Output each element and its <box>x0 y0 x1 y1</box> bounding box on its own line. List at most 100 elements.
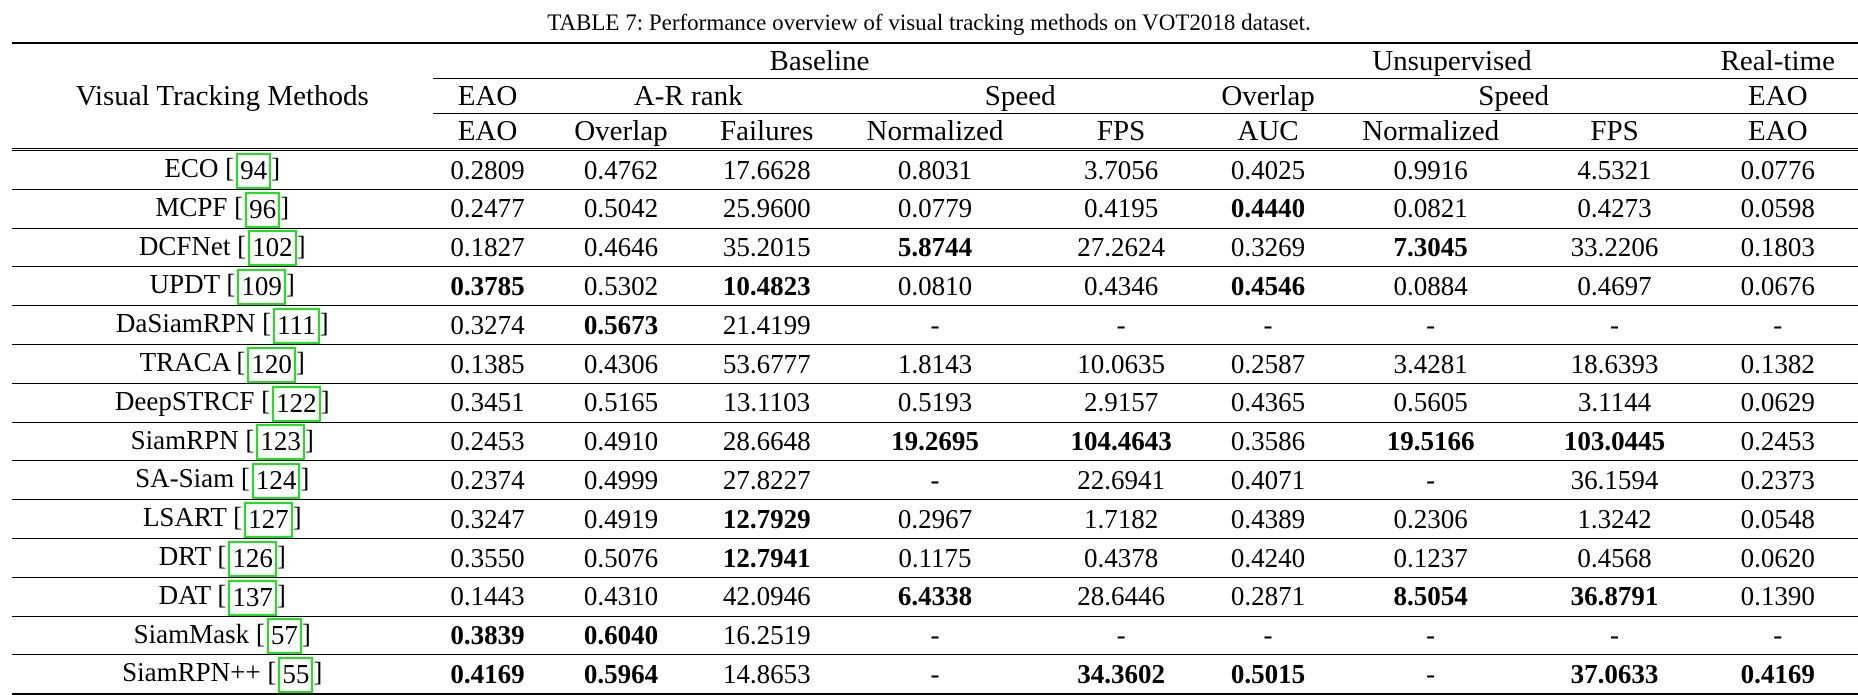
value-cell: 0.3274 <box>432 305 543 345</box>
value-cell: 25.9600 <box>699 189 835 229</box>
citation-link[interactable]: 102 <box>248 230 297 267</box>
method-cell: DCFNet [102] <box>12 228 433 268</box>
citation-link[interactable]: 126 <box>228 540 277 577</box>
citation-link[interactable]: 109 <box>237 269 286 306</box>
value-cell: 12.7929 <box>699 499 835 539</box>
subgroup-eao: EAO <box>432 78 543 114</box>
value-cell: 0.4919 <box>542 499 700 539</box>
value-cell: 0.4273 <box>1531 189 1698 229</box>
value-cell: 0.4306 <box>542 344 700 384</box>
value-cell: - <box>1206 616 1330 656</box>
value-cell: 0.4568 <box>1531 538 1698 578</box>
value-cell: 7.3045 <box>1329 228 1532 268</box>
method-column-header: Visual Tracking Methods <box>12 42 433 150</box>
group-unsupervised: Unsupervised <box>1206 42 1698 79</box>
citation-link[interactable]: 57 <box>266 618 302 655</box>
col-header-overlap: Overlap <box>542 113 700 150</box>
citation-link[interactable]: 96 <box>245 191 281 228</box>
value-cell: 0.3247 <box>432 499 543 539</box>
value-cell: 0.1237 <box>1329 538 1532 578</box>
value-cell: 0.4071 <box>1206 460 1330 501</box>
table-row: DRT [126] 0.3550 0.5076 12.7941 0.1175 0.4378… <box>12 538 1858 578</box>
value-cell: 28.6648 <box>699 422 835 462</box>
method-name: SiamRPN++ <box>122 657 261 688</box>
value-cell: 0.1827 <box>432 228 543 268</box>
value-cell: - <box>1697 616 1858 656</box>
col-header-auc: AUC <box>1206 113 1330 150</box>
citation-link[interactable]: 120 <box>247 346 296 383</box>
value-cell: 0.4240 <box>1206 538 1330 578</box>
table-caption: TABLE 7: Performance overview of visual … <box>547 10 1311 35</box>
value-cell: 0.4389 <box>1206 499 1330 539</box>
table-row: SiamRPN [123] 0.2453 0.4910 28.6648 19.2695 1… <box>12 422 1858 462</box>
method-cell: ECO [94] <box>12 148 433 190</box>
value-cell: 0.0629 <box>1697 383 1858 423</box>
value-cell: 22.6941 <box>1035 460 1207 501</box>
citation-link[interactable]: 94 <box>236 152 272 189</box>
table-body: ECO [94] 0.2809 0.4762 17.6628 0.8031 3.7056 0… <box>12 148 1858 695</box>
table-row: ECO [94] 0.2809 0.4762 17.6628 0.8031 3.7056 0… <box>12 148 1858 190</box>
method-name: SiamRPN <box>130 424 239 455</box>
citation-link[interactable]: 124 <box>251 463 301 500</box>
col-header-fps: FPS <box>1035 113 1207 150</box>
citation-link[interactable]: 123 <box>256 424 305 461</box>
value-cell: 0.2587 <box>1206 344 1330 384</box>
table-row: TRACA [120] 0.1385 0.4306 53.6777 1.8143 10.0… <box>12 344 1858 384</box>
value-cell: 0.0821 <box>1329 189 1532 229</box>
method-name: MCPF <box>155 191 228 222</box>
method-name: SA-Siam <box>135 463 235 494</box>
value-cell: 0.5165 <box>542 383 700 423</box>
table-row: SA-Siam [124] 0.2374 0.4999 27.8227-22.6941… <box>12 460 1858 501</box>
citation-link[interactable]: 137 <box>228 579 277 616</box>
value-cell: 0.5605 <box>1329 383 1532 423</box>
table-row: DAT [137] 0.1443 0.4310 42.0946 6.4338 28.644… <box>12 577 1858 617</box>
value-cell: 0.0776 <box>1697 148 1858 190</box>
value-cell: - <box>1035 305 1207 345</box>
citation-link[interactable]: 111 <box>273 307 320 344</box>
method-cell: LSART [127] <box>12 499 433 539</box>
value-cell: 3.1144 <box>1531 383 1698 423</box>
method-cell: DeepSTRCF [122] <box>12 383 433 423</box>
value-cell: 10.4823 <box>699 266 835 307</box>
col-header-normalized-unsupervised: Normalized <box>1329 113 1532 150</box>
value-cell: 19.2695 <box>834 422 1036 462</box>
value-cell: 0.2477 <box>432 189 543 229</box>
value-cell: 0.4697 <box>1531 266 1698 307</box>
col-header-fps-unsupervised: FPS <box>1531 113 1698 150</box>
table-row: LSART [127] 0.3247 0.4919 12.7929 0.2967 1.71… <box>12 499 1858 539</box>
value-cell: 3.4281 <box>1329 344 1532 384</box>
value-cell: 17.6628 <box>699 148 835 190</box>
value-cell: 18.6393 <box>1531 344 1698 384</box>
method-name: DCFNet <box>138 230 231 261</box>
value-cell: 0.3586 <box>1206 422 1330 462</box>
citation-link[interactable]: 122 <box>272 385 321 422</box>
subgroup-overlap: Overlap <box>1206 78 1330 114</box>
value-cell: 2.9157 <box>1035 383 1207 423</box>
value-cell: 103.0445 <box>1531 422 1698 462</box>
value-cell: 0.4310 <box>542 577 700 617</box>
subgroup-ar-rank: A-R rank <box>542 78 835 114</box>
value-cell: 0.4440 <box>1206 189 1330 229</box>
value-cell: 0.2809 <box>432 148 543 190</box>
citation-link[interactable]: 127 <box>244 501 293 538</box>
table-row: UPDT [109] 0.3785 0.5302 10.4823 0.0810 0.434… <box>12 266 1858 307</box>
value-cell: - <box>1697 305 1858 345</box>
value-cell: 0.2374 <box>432 460 543 501</box>
group-realtime: Real-time <box>1697 42 1858 79</box>
value-cell: - <box>1329 305 1532 345</box>
value-cell: 0.0884 <box>1329 266 1532 307</box>
value-cell: 0.3839 <box>432 616 543 656</box>
method-name: TRACA <box>139 346 230 377</box>
value-cell: 0.4910 <box>542 422 700 462</box>
value-cell: 0.2967 <box>834 499 1036 539</box>
value-cell: 13.1103 <box>699 383 835 423</box>
value-cell: 0.4346 <box>1035 266 1207 307</box>
value-cell: 0.4195 <box>1035 189 1207 229</box>
method-cell: SiamMask [57] <box>12 616 433 656</box>
value-cell: 0.3550 <box>432 538 543 578</box>
method-name: DAT <box>158 579 211 610</box>
value-cell: 42.0946 <box>699 577 835 617</box>
citation-link[interactable]: 55 <box>278 657 314 694</box>
value-cell: 0.5302 <box>542 266 700 307</box>
value-cell: 0.0676 <box>1697 266 1858 307</box>
